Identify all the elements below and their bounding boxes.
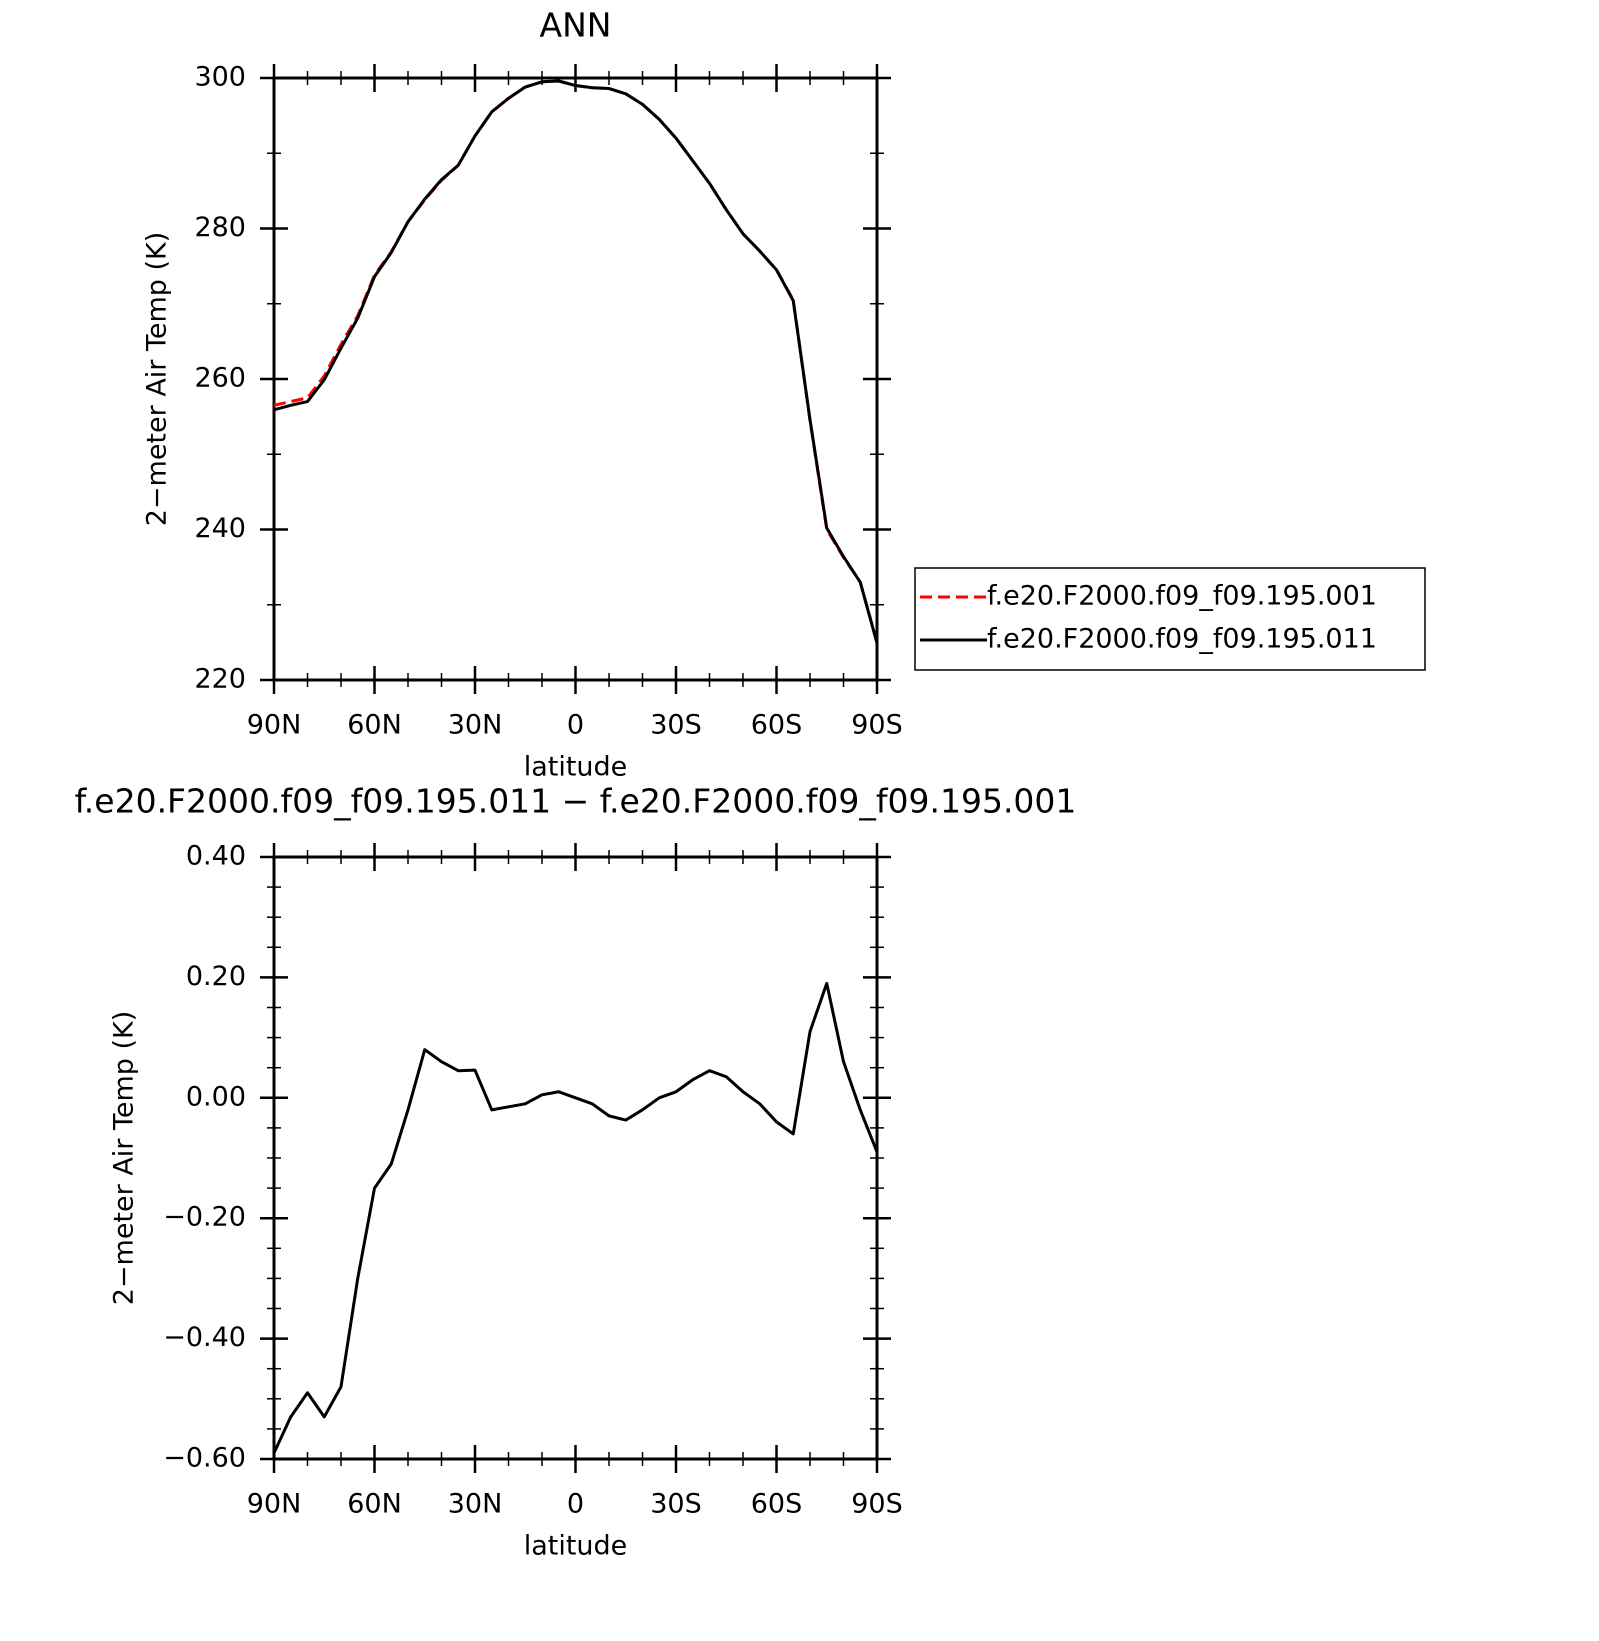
y-axis-label: 2−meter Air Temp (K) <box>142 232 173 527</box>
series-line <box>273 79 879 644</box>
x-tick-label: 0 <box>567 710 584 741</box>
x-tick-label: 60S <box>751 1489 803 1520</box>
y-tick-label: 260 <box>194 363 246 394</box>
x-tick-label: 60N <box>347 1489 402 1520</box>
x-tick-label: 30N <box>448 1489 503 1520</box>
plot-frame <box>272 855 879 1461</box>
x-tick-label: 30S <box>650 710 702 741</box>
y-tick-label: −0.40 <box>163 1322 246 1353</box>
chart-title: ANN <box>540 6 612 45</box>
y-tick-label: 0.40 <box>186 841 246 872</box>
y-tick-label: −0.20 <box>163 1202 246 1233</box>
legend-box <box>914 567 1426 671</box>
x-tick-label: 30N <box>448 710 503 741</box>
series-line <box>272 981 879 1454</box>
y-tick-label: 240 <box>194 513 246 544</box>
legend-label: f.e20.F2000.f09_f09.195.011 <box>987 624 1377 655</box>
x-axis-label: latitude <box>524 752 628 783</box>
x-tick-label: 90N <box>247 710 302 741</box>
x-tick-label: 60S <box>751 710 803 741</box>
y-tick-label: 0.00 <box>186 1081 246 1112</box>
y-tick-label: 300 <box>194 62 246 93</box>
series-line <box>273 79 879 643</box>
legend-label: f.e20.F2000.f09_f09.195.001 <box>987 581 1377 612</box>
x-tick-label: 60N <box>347 710 402 741</box>
y-axis-label: 2−meter Air Temp (K) <box>109 1011 140 1306</box>
x-tick-label: 90S <box>851 710 903 741</box>
x-tick-label: 0 <box>567 1489 584 1520</box>
y-tick-label: 0.20 <box>186 961 246 992</box>
x-tick-label: 90S <box>851 1489 903 1520</box>
chart-title: f.e20.F2000.f09_f09.195.011 − f.e20.F200… <box>75 782 1077 821</box>
y-tick-label: 280 <box>194 212 246 243</box>
y-tick-label: 220 <box>194 664 246 695</box>
y-tick-label: −0.60 <box>163 1443 246 1474</box>
plot-frame <box>272 76 879 682</box>
x-tick-label: 30S <box>650 1489 702 1520</box>
x-axis-label: latitude <box>524 1531 628 1562</box>
x-tick-label: 90N <box>247 1489 302 1520</box>
